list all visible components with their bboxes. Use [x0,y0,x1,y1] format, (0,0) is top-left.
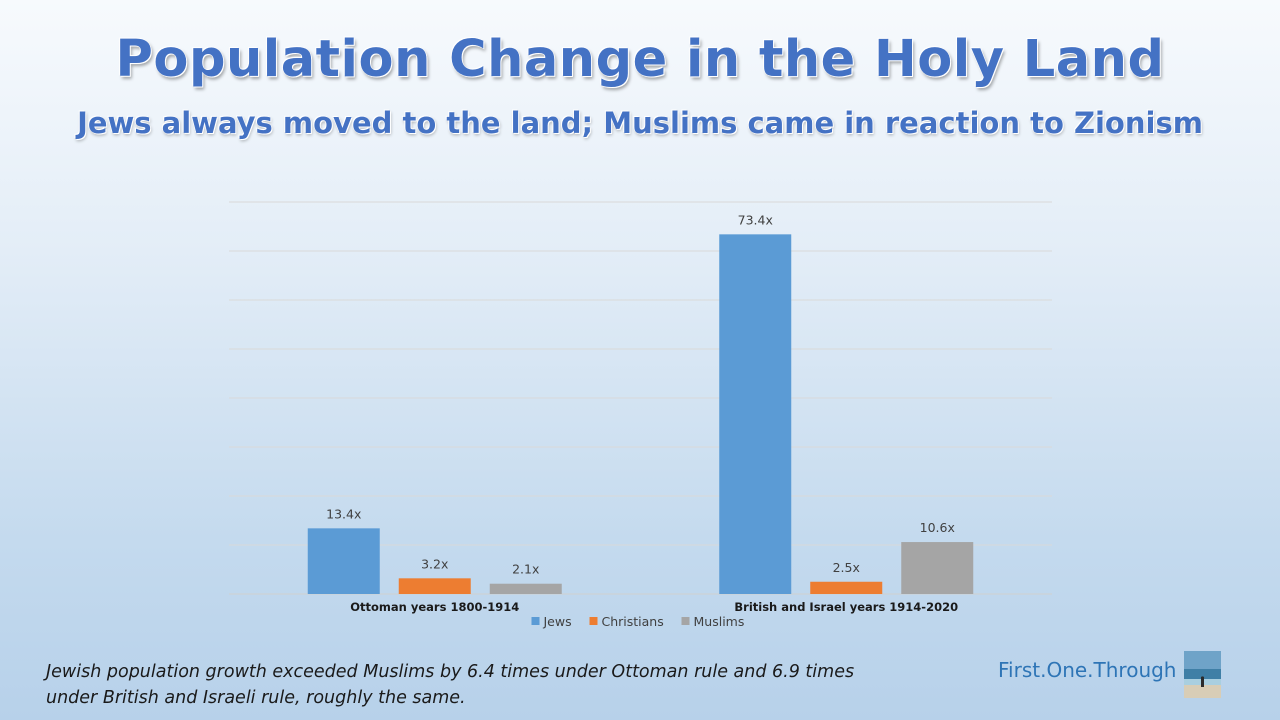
data-label: 2.1x [512,562,539,577]
category-label: British and Israel years 1914-2020 [734,600,958,614]
data-label: 3.2x [421,556,448,571]
page-title: Population Change in the Holy Land [115,30,1165,89]
bar-christians-1 [398,578,471,594]
legend-swatch-christians [589,617,598,625]
data-label: 13.4x [326,506,361,521]
page-subtitle: Jews always moved to the land; Muslims c… [77,106,1203,140]
bar-jews-1 [307,528,380,594]
caption-line-1: Jewish population growth exceeded Muslim… [46,662,855,682]
caption-line-2: under British and Israeli rule, roughly … [46,688,466,708]
legend-label-muslims: Muslims [694,614,745,629]
legend-label-christians: Christians [602,614,664,629]
data-label: 10.6x [920,520,955,535]
data-label: 73.4x [738,212,773,227]
legend-swatch-muslims [681,617,690,625]
bar-muslims-1 [489,583,562,594]
data-label: 2.5x [833,560,860,575]
legend-label-jews: Jews [543,614,572,629]
bar-muslims-2 [901,542,974,594]
bar-jews-2 [719,234,792,594]
legend-swatch-jews [531,617,540,625]
chart-caption: Jewish population growth exceeded Muslim… [46,659,926,711]
category-label: Ottoman years 1800-1914 [350,600,519,614]
bar-christians-2 [810,581,883,594]
brand-name[interactable]: First.One.Through [998,658,1177,682]
beach-photo-icon [1184,651,1221,698]
